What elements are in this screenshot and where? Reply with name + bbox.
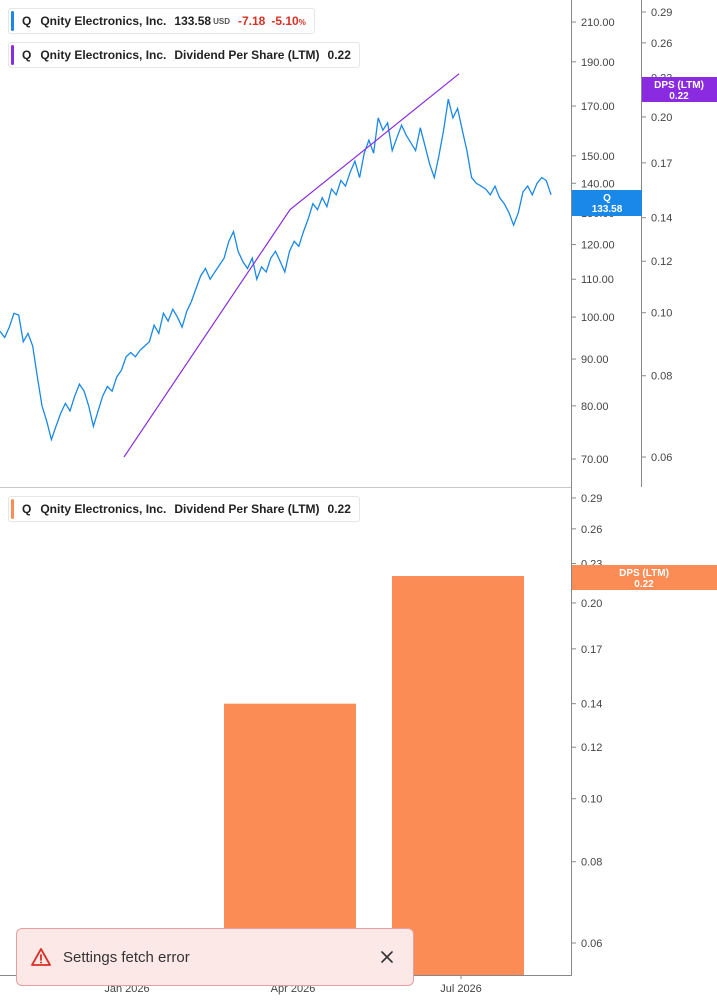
dps-top-legend[interactable]: Q Qnity Electronics, Inc. Dividend Per S… bbox=[8, 42, 360, 68]
bottom-tick-label: 0.12 bbox=[581, 742, 602, 754]
price-tick-label: 170.00 bbox=[581, 101, 615, 113]
price-badge-value: 133.58 bbox=[592, 204, 623, 215]
dps-tick-label: 0.06 bbox=[651, 452, 672, 464]
dps-tick-label: 0.26 bbox=[651, 38, 672, 50]
legend-company-name: Qnity Electronics, Inc. bbox=[40, 14, 167, 28]
bottom-tick-label: 0.08 bbox=[581, 857, 602, 869]
dps-tick-label: 0.17 bbox=[651, 158, 672, 170]
price-tick-label: 70.00 bbox=[581, 454, 609, 466]
dps-top-badge-title: DPS (LTM) bbox=[654, 80, 704, 91]
price-tick-label: 120.00 bbox=[581, 240, 615, 252]
dps-tick-label: 0.10 bbox=[651, 308, 672, 320]
price-tick-label: 110.00 bbox=[581, 274, 614, 286]
legend-company-name: Qnity Electronics, Inc. bbox=[40, 502, 167, 516]
dps-tick-label: 0.08 bbox=[651, 371, 672, 383]
close-icon[interactable] bbox=[379, 949, 395, 965]
legend-company-name: Qnity Electronics, Inc. bbox=[40, 48, 167, 62]
dps-tick-label: 0.20 bbox=[651, 112, 672, 124]
dps-tick-label: 0.12 bbox=[651, 256, 672, 268]
price-tick-label: 150.00 bbox=[581, 151, 615, 163]
bottom-tick-label: 0.17 bbox=[581, 644, 602, 656]
legend-value: 0.22 bbox=[327, 48, 351, 62]
dps-bottom-badge-value: 0.22 bbox=[634, 579, 654, 590]
bottom-tick-label: 0.20 bbox=[581, 598, 602, 610]
dps-tick-label: 0.14 bbox=[651, 213, 672, 225]
dps-bar bbox=[392, 576, 524, 975]
price-tick-label: 210.00 bbox=[581, 17, 615, 29]
price-series-line bbox=[0, 98, 552, 442]
x-tick-label: Jan 2026 bbox=[104, 983, 149, 995]
legend-symbol: Q bbox=[22, 48, 32, 62]
legend-symbol: Q bbox=[22, 14, 32, 28]
dps-top-badge-value: 0.22 bbox=[669, 91, 689, 102]
dps-tick-label: 0.29 bbox=[651, 7, 672, 19]
bottom-tick-label: 0.10 bbox=[581, 794, 602, 806]
dps-bottom-legend-color bbox=[11, 499, 14, 519]
price-tick-label: 80.00 bbox=[581, 401, 609, 413]
price-tick-label: 90.00 bbox=[581, 354, 609, 366]
dps-series-line bbox=[123, 73, 460, 458]
price-tick-label: 190.00 bbox=[581, 57, 615, 69]
bottom-tick-label: 0.29 bbox=[581, 493, 602, 505]
legend-change-pct: -5.10% bbox=[271, 14, 306, 28]
dps-top-legend-color bbox=[11, 45, 14, 65]
price-tick-label: 100.00 bbox=[581, 312, 615, 324]
warning-icon bbox=[31, 948, 51, 966]
price-badge-title: Q bbox=[603, 193, 611, 204]
legend-symbol: Q bbox=[22, 502, 32, 516]
error-toast: Settings fetch error bbox=[16, 928, 414, 986]
price-tick-label: 140.00 bbox=[581, 178, 615, 190]
bottom-tick-label: 0.06 bbox=[581, 938, 602, 950]
legend-change: -7.18 bbox=[237, 14, 266, 28]
legend-currency: USD bbox=[213, 16, 230, 26]
dps-top-badge: DPS (LTM) 0.22 bbox=[642, 77, 717, 102]
price-legend[interactable]: Q Qnity Electronics, Inc. 133.58 USD -7.… bbox=[8, 8, 315, 34]
price-badge: Q 133.58 bbox=[572, 190, 642, 216]
legend-metric: Dividend Per Share (LTM) bbox=[174, 48, 320, 62]
toast-message: Settings fetch error bbox=[63, 948, 190, 966]
legend-metric: Dividend Per Share (LTM) bbox=[174, 502, 320, 516]
bottom-tick-label: 0.26 bbox=[581, 524, 602, 536]
x-tick-label: Jul 2026 bbox=[440, 983, 482, 995]
bottom-tick-label: 0.14 bbox=[581, 699, 602, 711]
x-tick-label: Apr 2026 bbox=[271, 983, 316, 995]
dps-bottom-legend[interactable]: Q Qnity Electronics, Inc. Dividend Per S… bbox=[8, 496, 360, 522]
dps-bottom-badge: DPS (LTM) 0.22 bbox=[572, 565, 717, 590]
price-legend-color bbox=[11, 11, 14, 31]
legend-price: 133.58 bbox=[174, 14, 212, 28]
legend-value: 0.22 bbox=[327, 502, 351, 516]
dps-bottom-badge-title: DPS (LTM) bbox=[619, 568, 669, 579]
